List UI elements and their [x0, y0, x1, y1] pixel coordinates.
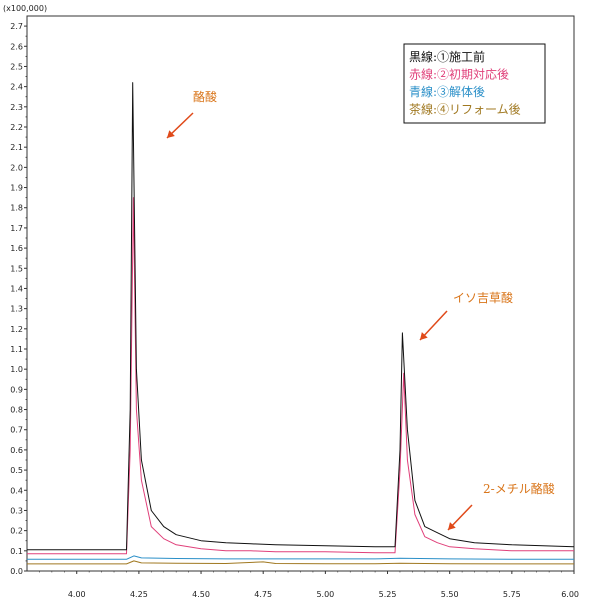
y-tick-label-23: 2.3: [10, 103, 23, 112]
annotation-label-2: 2-メチル酪酸: [483, 481, 555, 496]
y-tick-label-10: 1.0: [10, 365, 23, 374]
legend-entry-1: 黒線:①施工前: [409, 49, 485, 64]
y-tick-label-26: 2.6: [10, 42, 23, 51]
annotation-label-0: 酪酸: [193, 89, 217, 104]
annotation-label-1: イソ吉草酸: [453, 290, 513, 305]
x-tick-label-1: 4.25: [130, 590, 148, 599]
y-tick-label-19: 1.9: [10, 184, 23, 193]
y-tick-label-2: 0.2: [10, 527, 23, 536]
y-tick-label-5: 0.5: [10, 466, 23, 475]
y-tick-label-4: 0.4: [10, 486, 23, 495]
x-tick-label-3: 4.75: [254, 590, 272, 599]
x-tick-label-4: 5.00: [316, 590, 334, 599]
y-tick-label-21: 2.1: [10, 143, 23, 152]
annotation-arrowhead-0: [167, 130, 175, 138]
y-tick-label-0: 0.0: [10, 567, 23, 576]
annotation-arrowhead-1: [420, 332, 428, 340]
x-tick-label-7: 5.75: [503, 590, 521, 599]
x-axis: 4.00 4.25 4.50 4.75 5.00 5.25 5.50 5.75 6.00: [39, 571, 579, 599]
x-tick-label-5: 5.25: [379, 590, 397, 599]
legend-box: [403, 43, 546, 124]
y-tick-label-18: 1.8: [10, 204, 23, 213]
series-line-2: [27, 197, 574, 555]
x-tick-label-0: 4.00: [68, 590, 86, 599]
x-tick-label-2: 4.50: [192, 590, 210, 599]
y-tick-label-14: 1.4: [10, 284, 23, 293]
y-tick-label-16: 1.6: [10, 244, 23, 253]
y-tick-label-7: 0.7: [10, 426, 23, 435]
legend-entry-4: 茶線:④リフォーム後: [409, 102, 521, 117]
y-tick-label-6: 0.6: [10, 446, 23, 455]
y-tick-label-25: 2.5: [10, 62, 23, 71]
y-tick-label-13: 1.3: [10, 305, 23, 314]
y-tick-label-11: 1.1: [10, 345, 23, 354]
y-tick-label-1: 0.1: [10, 547, 23, 556]
legend-entry-3: 青線:③解体後: [409, 84, 485, 99]
series-layer: [27, 82, 575, 565]
y-scale-note: (x100,000): [3, 4, 47, 13]
y-tick-label-17: 1.7: [10, 224, 23, 233]
x-tick-label-6: 5.50: [441, 590, 459, 599]
y-tick-label-20: 2.0: [10, 163, 23, 172]
y-tick-label-3: 0.3: [10, 506, 23, 515]
y-tick-label-12: 1.2: [10, 325, 23, 334]
series-line-1: [27, 82, 575, 551]
annotation-arrowhead-2: [448, 522, 456, 530]
series-line-3: [27, 555, 574, 560]
y-tick-label-9: 0.9: [10, 385, 23, 394]
y-axis: 0.0 0.1 0.2 0.3 0.4 0.5 0.6 0.7 0.8 0.9 1.0 1.1 1.2 1…: [10, 22, 27, 576]
y-tick-label-8: 0.8: [10, 406, 23, 415]
y-tick-label-24: 2.4: [10, 83, 23, 92]
legend-entry-2: 赤線:②初期対応後: [409, 67, 509, 82]
y-tick-label-15: 1.5: [10, 264, 23, 273]
series-line-4: [27, 560, 574, 565]
y-tick-label-22: 2.2: [10, 123, 23, 132]
y-tick-label-27: 2.7: [10, 22, 23, 31]
x-tick-label-8: 6.00: [561, 590, 579, 599]
